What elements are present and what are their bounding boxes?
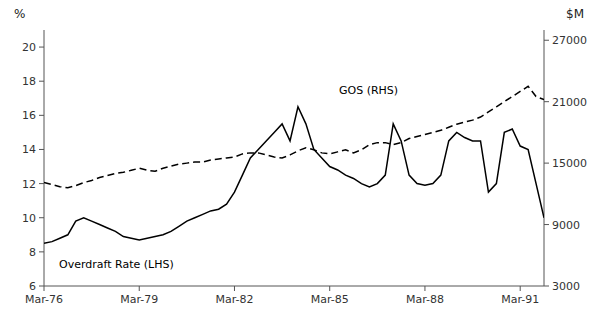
y2-tick-label: 27000 [552,34,587,47]
y2-tick-label: 9000 [552,219,580,232]
x-tick-label: Mar-85 [311,293,349,306]
series-label: GOS (RHS) [339,84,398,97]
x-tick [139,286,140,291]
y2-tick-label: 21000 [552,96,587,109]
y2-tick [544,101,549,102]
y-tick-label: 12 [22,178,36,191]
series-line [44,86,544,187]
y-axis-label: % [14,7,25,21]
y-tick-label: 18 [22,75,36,88]
plot-area [44,86,544,243]
y-tick [39,149,44,150]
y-tick-label: 14 [22,143,36,156]
x-tick-label: Mar-79 [120,293,158,306]
x-tick-label: Mar-91 [501,293,539,306]
x-tick-label: Mar-88 [406,293,444,306]
x-tick-label: Mar-76 [25,293,63,306]
y-tick [39,183,44,184]
y-tick-label: 16 [22,109,36,122]
y-tick-label: 6 [29,280,36,293]
series-label: Overdraft Rate (LHS) [59,258,174,271]
y2-axis-line [544,30,545,286]
y-tick [39,115,44,116]
x-axis-line [44,286,544,287]
y2-tick [544,163,549,164]
y-tick [39,286,44,287]
y2-tick-label: 3000 [552,280,580,293]
y-tick [39,217,44,218]
y2-tick [544,40,549,41]
x-tick [44,286,45,291]
y-tick [39,47,44,48]
y2-axis-label: $M [566,7,584,21]
x-tick-label: Mar-82 [215,293,253,306]
y-axis-line [44,30,45,286]
y-tick-label: 10 [22,212,36,225]
y2-tick-label: 15000 [552,157,587,170]
y2-tick [544,224,549,225]
y-tick-label: 20 [22,41,36,54]
y-tick [39,251,44,252]
chart: Mar-76 Mar-79 Mar-82 Mar-85 Mar-88 Mar-91 6 8 10… [0,0,600,316]
series-line [44,107,544,244]
y-tick [39,81,44,82]
x-tick [520,286,521,291]
y-tick-label: 8 [29,246,36,259]
x-tick [329,286,330,291]
x-tick [234,286,235,291]
y2-tick [544,286,549,287]
x-tick [424,286,425,291]
